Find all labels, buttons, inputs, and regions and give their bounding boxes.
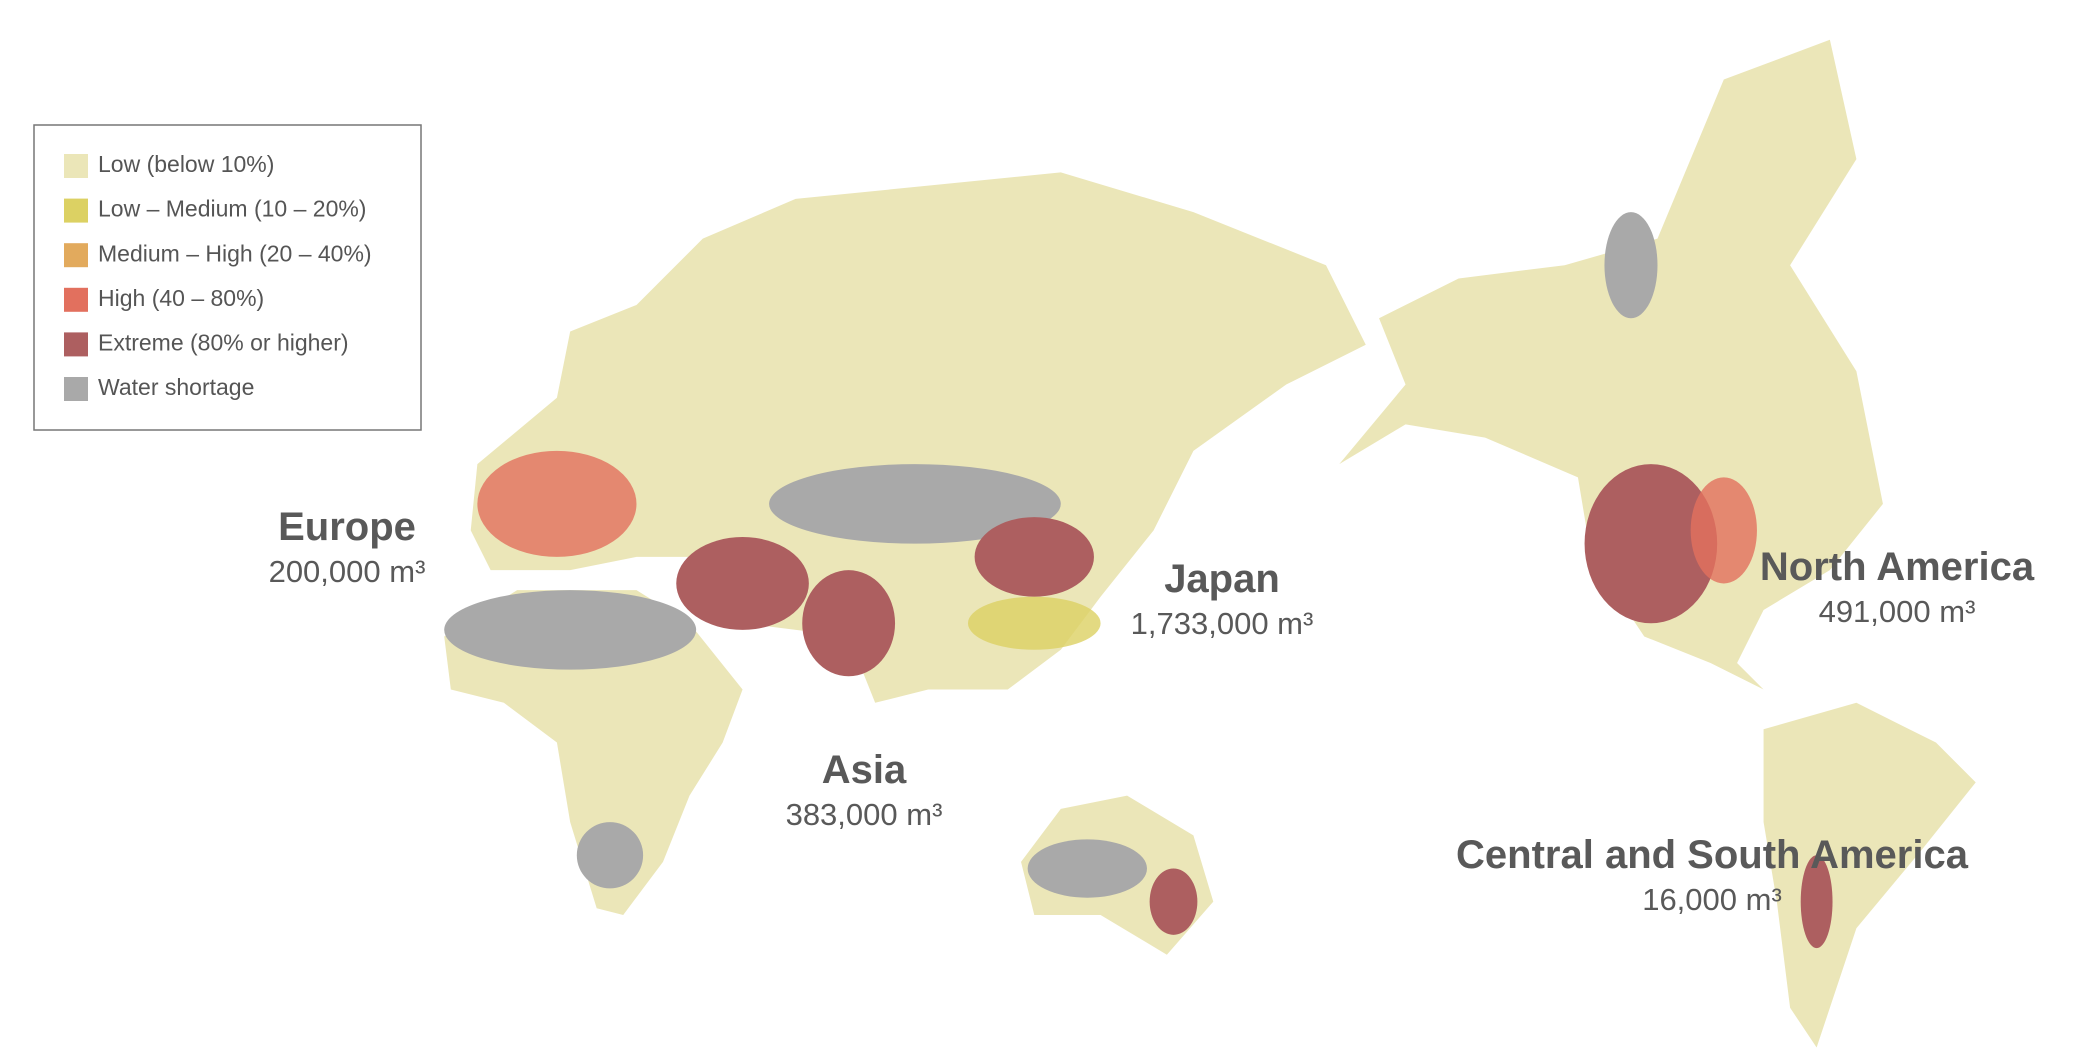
- region-name: Japan: [1164, 557, 1280, 601]
- central-asia-shortage: [769, 464, 1061, 544]
- andes-extreme: [1800, 855, 1833, 949]
- legend-label: Low (below 10%): [98, 151, 274, 177]
- region-name: Central and South America: [1456, 833, 1969, 877]
- region-name: Asia: [822, 748, 907, 792]
- region-labels: Europe 200,000 m³ Asia 383,000 m³ Japan 1,733…: [269, 505, 2035, 917]
- usa-high: [1690, 477, 1757, 584]
- europe-high: [477, 450, 637, 557]
- region-name: North America: [1760, 545, 2035, 589]
- legend-swatch: [64, 332, 88, 357]
- region-value: 383,000 m³: [786, 797, 943, 832]
- legend-swatch: [64, 377, 88, 401]
- legend-swatch: [64, 287, 88, 312]
- world-map: [444, 39, 1976, 1048]
- sahara-shortage: [444, 590, 697, 670]
- australia-extreme: [1149, 868, 1198, 935]
- legend-label: High (40 – 80%): [98, 285, 264, 311]
- south-america: [1763, 702, 1976, 1048]
- china-medium: [967, 596, 1101, 650]
- china-extreme: [974, 517, 1094, 597]
- africa: [444, 590, 743, 915]
- canada-shortage: [1604, 212, 1658, 319]
- legend-label: Medium – High (20 – 40%): [98, 240, 372, 266]
- middle-east-extreme: [676, 537, 809, 630]
- region-name: Europe: [278, 505, 416, 549]
- india-extreme: [802, 570, 896, 677]
- legend-swatch: [64, 243, 88, 268]
- usa-extreme: [1584, 464, 1718, 624]
- region-value: 1,733,000 m³: [1131, 606, 1314, 641]
- region-value: 200,000 m³: [269, 554, 426, 589]
- legend-label: Low – Medium (10 – 20%): [98, 196, 366, 222]
- legend: Low (below 10%) Low – Medium (10 – 20%) Me…: [64, 151, 372, 401]
- southern-africa-shortage: [576, 822, 644, 889]
- legend-label: Extreme (80% or higher): [98, 329, 349, 355]
- legend-label: Water shortage: [98, 374, 254, 400]
- region-value: 491,000 m³: [1819, 594, 1976, 629]
- legend-swatch: [64, 198, 88, 223]
- legend-swatch: [64, 154, 88, 178]
- legend-box: [33, 124, 422, 431]
- australia-shortage: [1027, 839, 1147, 898]
- region-value: 16,000 m³: [1642, 882, 1782, 917]
- eurasia: [470, 172, 1366, 703]
